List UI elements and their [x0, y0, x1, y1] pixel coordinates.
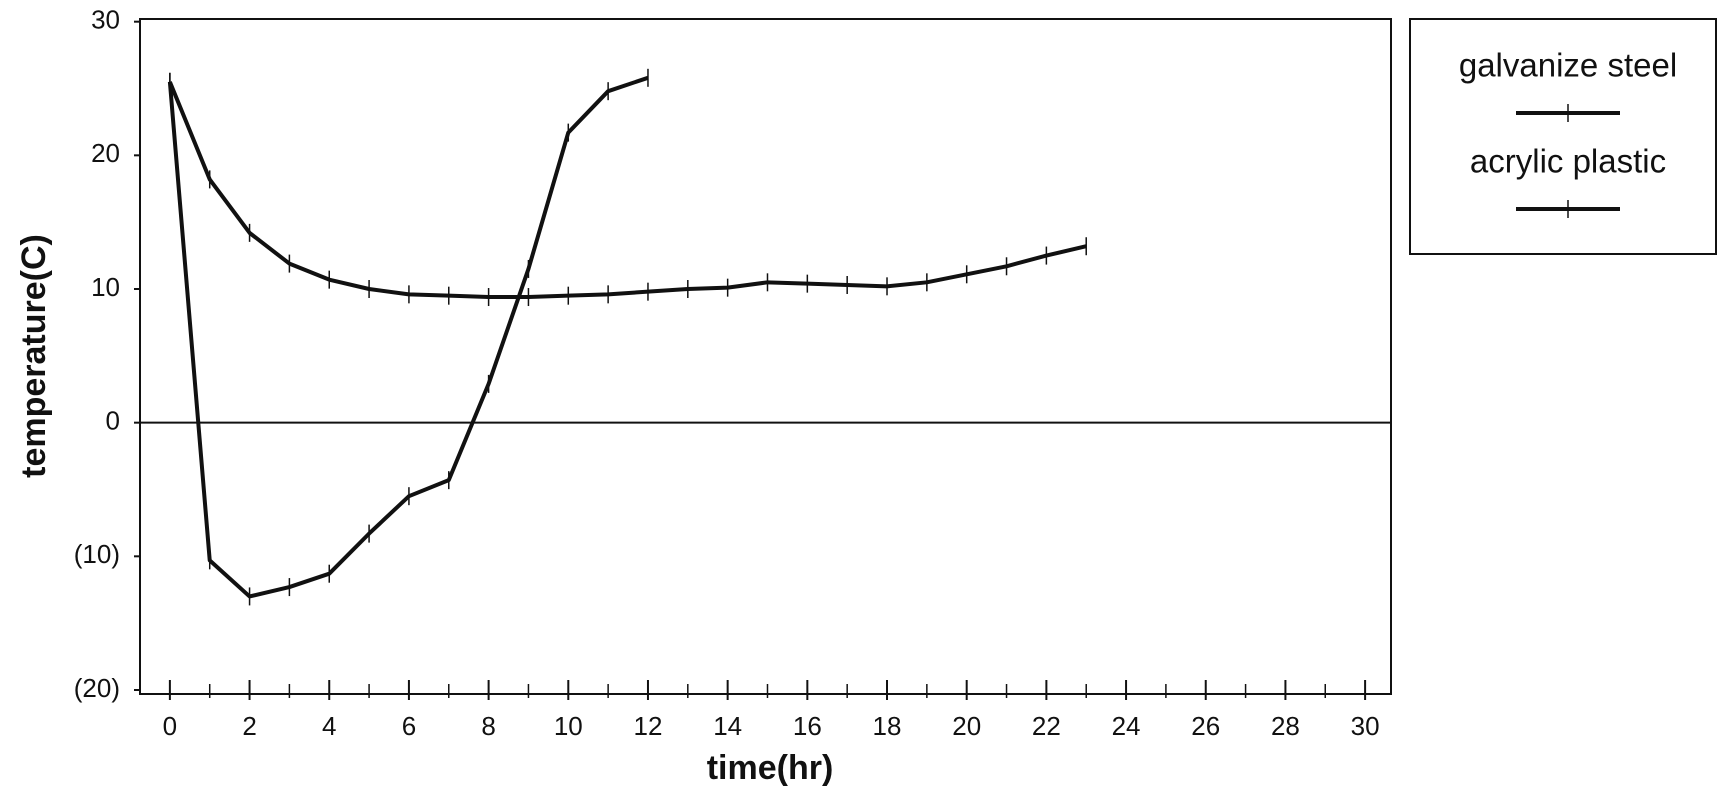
- x-tick-label: 22: [1032, 711, 1061, 741]
- legend-label: acrylic plastic: [1470, 143, 1666, 180]
- x-tick-label: 4: [322, 711, 336, 741]
- y-tick-label: 30: [91, 5, 120, 35]
- x-axis-title: time(hr): [707, 749, 834, 787]
- x-tick-label: 30: [1351, 711, 1380, 741]
- x-tick-label: 28: [1271, 711, 1300, 741]
- x-tick-label: 26: [1191, 711, 1220, 741]
- y-tick-label: (20): [74, 673, 120, 703]
- x-tick-label: 6: [402, 711, 416, 741]
- x-tick-label: 2: [242, 711, 256, 741]
- x-tick-label: 24: [1112, 711, 1141, 741]
- x-tick-label: 10: [554, 711, 583, 741]
- y-tick-label: 10: [91, 272, 120, 302]
- x-tick-label: 14: [713, 711, 742, 741]
- legend-box: [1409, 18, 1717, 255]
- legend-label: galvanize steel: [1459, 47, 1677, 84]
- y-axis-title: temperature(C): [15, 234, 53, 478]
- series-line: [167, 75, 649, 599]
- y-tick-label: 0: [106, 406, 120, 436]
- x-tick-label: 8: [481, 711, 495, 741]
- x-tick-label: 0: [163, 711, 177, 741]
- x-tick-label: 20: [952, 711, 981, 741]
- x-tick-label: 16: [793, 711, 822, 741]
- plot-frame: [139, 18, 1392, 695]
- x-tick-label: 12: [634, 711, 663, 741]
- y-tick-label: 20: [91, 138, 120, 168]
- x-tick-label: 18: [873, 711, 902, 741]
- series-line: [168, 81, 1087, 300]
- y-tick-label: (10): [74, 539, 120, 569]
